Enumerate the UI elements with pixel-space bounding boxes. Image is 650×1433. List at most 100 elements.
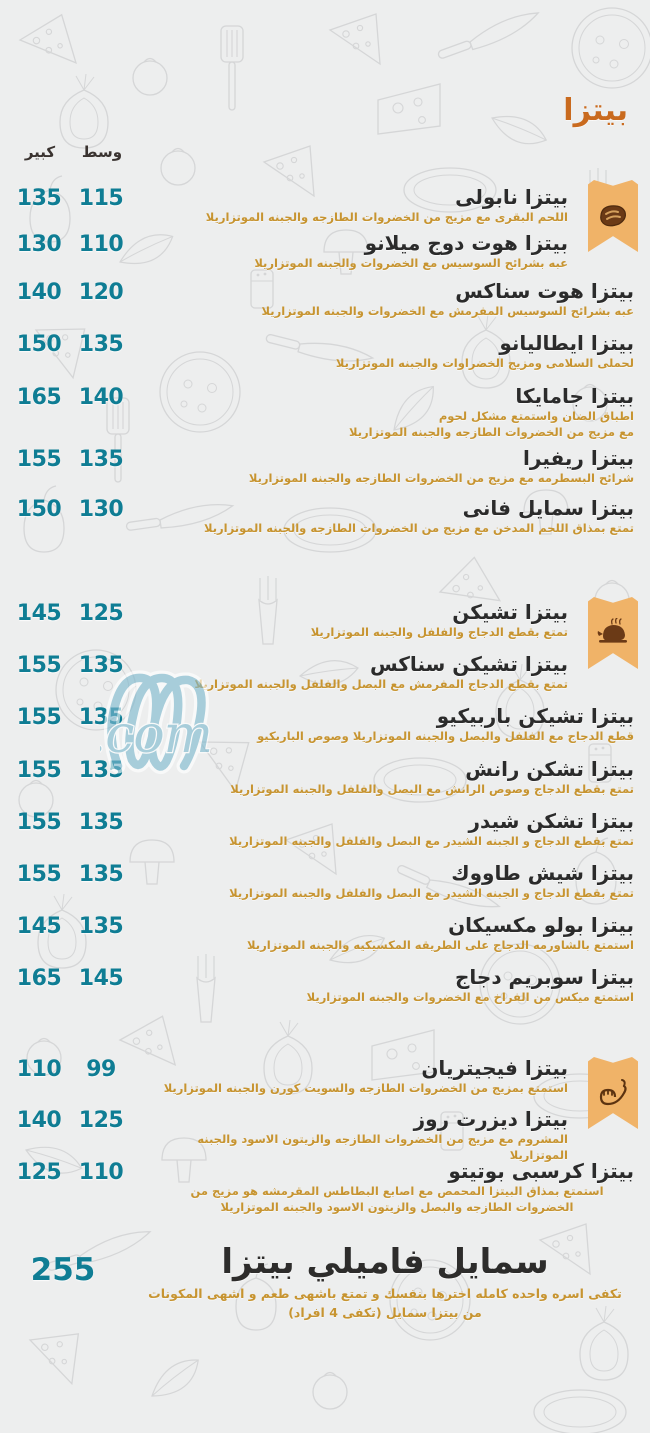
category-badge-vegetarian — [588, 1057, 638, 1129]
item-description: تمتع بقطع الدجاج و الجبنه الشيدر مع البص… — [229, 886, 634, 900]
item-body: بيتزا كرسبى بوتيتو استمتع بمذاق البيتزا … — [160, 1160, 642, 1215]
price-medium: 110 — [78, 232, 124, 257]
item-body: بيتزا سوبريم دجاج استمتع ميكس من الفراخ … — [160, 966, 642, 1006]
item-name: بيتزا سوبريم دجاج — [454, 965, 634, 989]
family-offer-description: تكفى اسره واحده كامله اخترها بنفسك و تمت… — [148, 1286, 622, 1321]
item-description: تمتع بقطع الدجاج و الجبنه الشيدر مع البص… — [229, 834, 634, 848]
item-description: تمتع بمذاق اللحم المدخن مع مزيج من الخضر… — [203, 521, 634, 535]
item-name: بيتزا تشيكن — [452, 600, 568, 624]
item-name: بيتزا هوت دوج ميلانو — [364, 231, 568, 255]
price-large: 155 — [16, 705, 62, 730]
price-group: 135 115 — [0, 186, 160, 216]
item-body: بيتزا هوت سناكس عبه بشرائح السوسيس المفر… — [160, 280, 642, 320]
item-body: بيتزا ريفيرا شرائح البسطرمه مع مزيج من ا… — [160, 447, 642, 487]
item-description: شرائح البسطرمه مع مزيج من الخضروات الطاز… — [248, 471, 634, 485]
price-large: 150 — [16, 332, 62, 357]
item-description: لحملى السلامى ومزيج الخضراوات والجبنه ال… — [335, 356, 634, 370]
item-name: بيتزا سمايل فانى — [462, 496, 634, 520]
price-medium: 130 — [78, 497, 124, 522]
family-offer-title: سمايل فاميلي بيتزا — [221, 1242, 549, 1282]
item-name: بيتزا ايطاليانو — [499, 331, 634, 355]
price-group: 165 140 — [0, 385, 160, 415]
item-name: بيتزا هوت سناكس — [455, 279, 634, 303]
size-column-headers: كبير وسط — [0, 143, 160, 167]
price-group: 155 135 — [0, 653, 160, 683]
item-description: اطباق الضان واستمتع مشكل لحوم مع مزيج من… — [348, 409, 634, 439]
steak-meat-icon — [600, 205, 626, 227]
column-header-medium: وسط — [81, 143, 123, 161]
family-offer-body: سمايل فاميلي بيتزا تكفى اسره واحده كامله… — [130, 1242, 640, 1323]
item-body: بيتزا تشيكن تمتع بقطع الدجاج والفلفل وال… — [160, 601, 576, 641]
price-medium: 99 — [86, 1057, 116, 1082]
price-large: 110 — [16, 1057, 62, 1082]
category-badge-chicken — [588, 597, 638, 669]
item-description: عبه بشرائح السوسيس المفرمش مع الخضروات و… — [261, 304, 634, 318]
price-group: 110 99 — [0, 1057, 160, 1087]
item-name: بيتزا تشيكن باربيكيو — [436, 704, 634, 728]
item-body: بيتزا تشيكن سناكس تمتع بقطع الدجاج المفر… — [160, 653, 576, 693]
price-medium: 125 — [78, 1108, 124, 1133]
item-description: اللحم البقرى مع مزيج من الخضروات الطازجه… — [205, 210, 568, 224]
price-large: 165 — [16, 966, 62, 991]
page-title: بيتزا — [563, 93, 628, 128]
item-body: بيتزا تشكن شيدر تمتع بقطع الدجاج و الجبن… — [160, 810, 642, 850]
price-group: 155 135 — [0, 810, 160, 840]
item-body: بيتزا تشكن رانش تمتع بقطع الدجاج وصوص ال… — [160, 758, 642, 798]
vegetable-icon — [599, 1079, 627, 1106]
price-medium: 135 — [78, 705, 124, 730]
price-group: 150 130 — [0, 497, 160, 527]
price-large: 155 — [16, 810, 62, 835]
item-body: بيتزا ايطاليانو لحملى السلامى ومزيج الخض… — [160, 332, 642, 372]
price-medium: 115 — [78, 186, 124, 211]
item-description: تمتع بقطع الدجاج المفرمش مع البصل والفلف… — [194, 677, 568, 691]
price-medium: 110 — [78, 1160, 124, 1185]
item-name: بيتزا تشكن رانش — [465, 757, 634, 781]
item-body: بيتزا ديزرت روز المشروم مع مزيج من الخضر… — [160, 1108, 576, 1163]
family-offer-price: 255 — [30, 1252, 96, 1288]
price-medium: 135 — [78, 332, 124, 357]
price-medium: 135 — [78, 914, 124, 939]
price-medium: 135 — [78, 810, 124, 835]
price-large: 145 — [16, 601, 62, 626]
price-group: 145 135 — [0, 914, 160, 944]
item-name: بيتزا شيش طاووك — [451, 861, 634, 885]
roast-chicken-icon — [597, 618, 627, 643]
price-large: 155 — [16, 653, 62, 678]
price-medium: 145 — [78, 966, 124, 991]
item-body: بيتزا هوت دوج ميلانو عبه بشرائح السوسيس … — [160, 232, 576, 272]
item-description: تمتع بقطع الدجاج وصوص الرانش مع البصل وا… — [230, 782, 634, 796]
item-description: تمتع بقطع الدجاج والفلفل والجبنه الموتزا… — [310, 625, 568, 639]
price-medium: 135 — [78, 447, 124, 472]
item-body: بيتزا فيجيتريان استمتع بمزيج من الخضروات… — [160, 1057, 576, 1097]
price-group: 130 110 — [0, 232, 160, 262]
price-group: 155 135 — [0, 447, 160, 477]
price-group: 155 135 — [0, 862, 160, 892]
price-large: 155 — [16, 447, 62, 472]
item-name: بيتزا كرسبى بوتيتو — [448, 1159, 634, 1183]
item-description: استمتع ميكس من الفراخ مع الخضروات والجبن… — [306, 990, 634, 1004]
price-large: 155 — [16, 862, 62, 887]
price-medium: 135 — [78, 862, 124, 887]
price-group: 140 120 — [0, 280, 160, 310]
column-header-large: كبير — [24, 143, 56, 161]
item-body: بيتزا جامايكا اطباق الضان واستمتع مشكل ل… — [160, 385, 642, 440]
item-name: بيتزا ريفيرا — [523, 446, 634, 470]
price-medium: 135 — [78, 653, 124, 678]
item-name: بيتزا ديزرت روز — [413, 1107, 568, 1131]
price-large: 135 — [16, 186, 62, 211]
item-description: عبه بشرائح السوسيس مع الخضروات والجبنه ا… — [254, 256, 568, 270]
price-medium: 135 — [78, 758, 124, 783]
item-name: بيتزا بولو مكسيكان — [448, 913, 634, 937]
price-group: 150 135 — [0, 332, 160, 362]
price-group: 155 135 — [0, 758, 160, 788]
item-body: بيتزا بولو مكسيكان استمتع بالشاورمه الدج… — [160, 914, 642, 954]
price-group: 125 110 — [0, 1160, 160, 1190]
price-large: 165 — [16, 385, 62, 410]
item-name: بيتزا تشكن شيدر — [468, 809, 634, 833]
category-badge-meat — [588, 180, 638, 252]
item-name: بيتزا نابولى — [455, 185, 568, 209]
price-group: 145 125 — [0, 601, 160, 631]
item-description: استمتع بمذاق البيتزا المحمص مع اصابع الب… — [190, 1184, 604, 1214]
price-group: 155 135 — [0, 705, 160, 735]
